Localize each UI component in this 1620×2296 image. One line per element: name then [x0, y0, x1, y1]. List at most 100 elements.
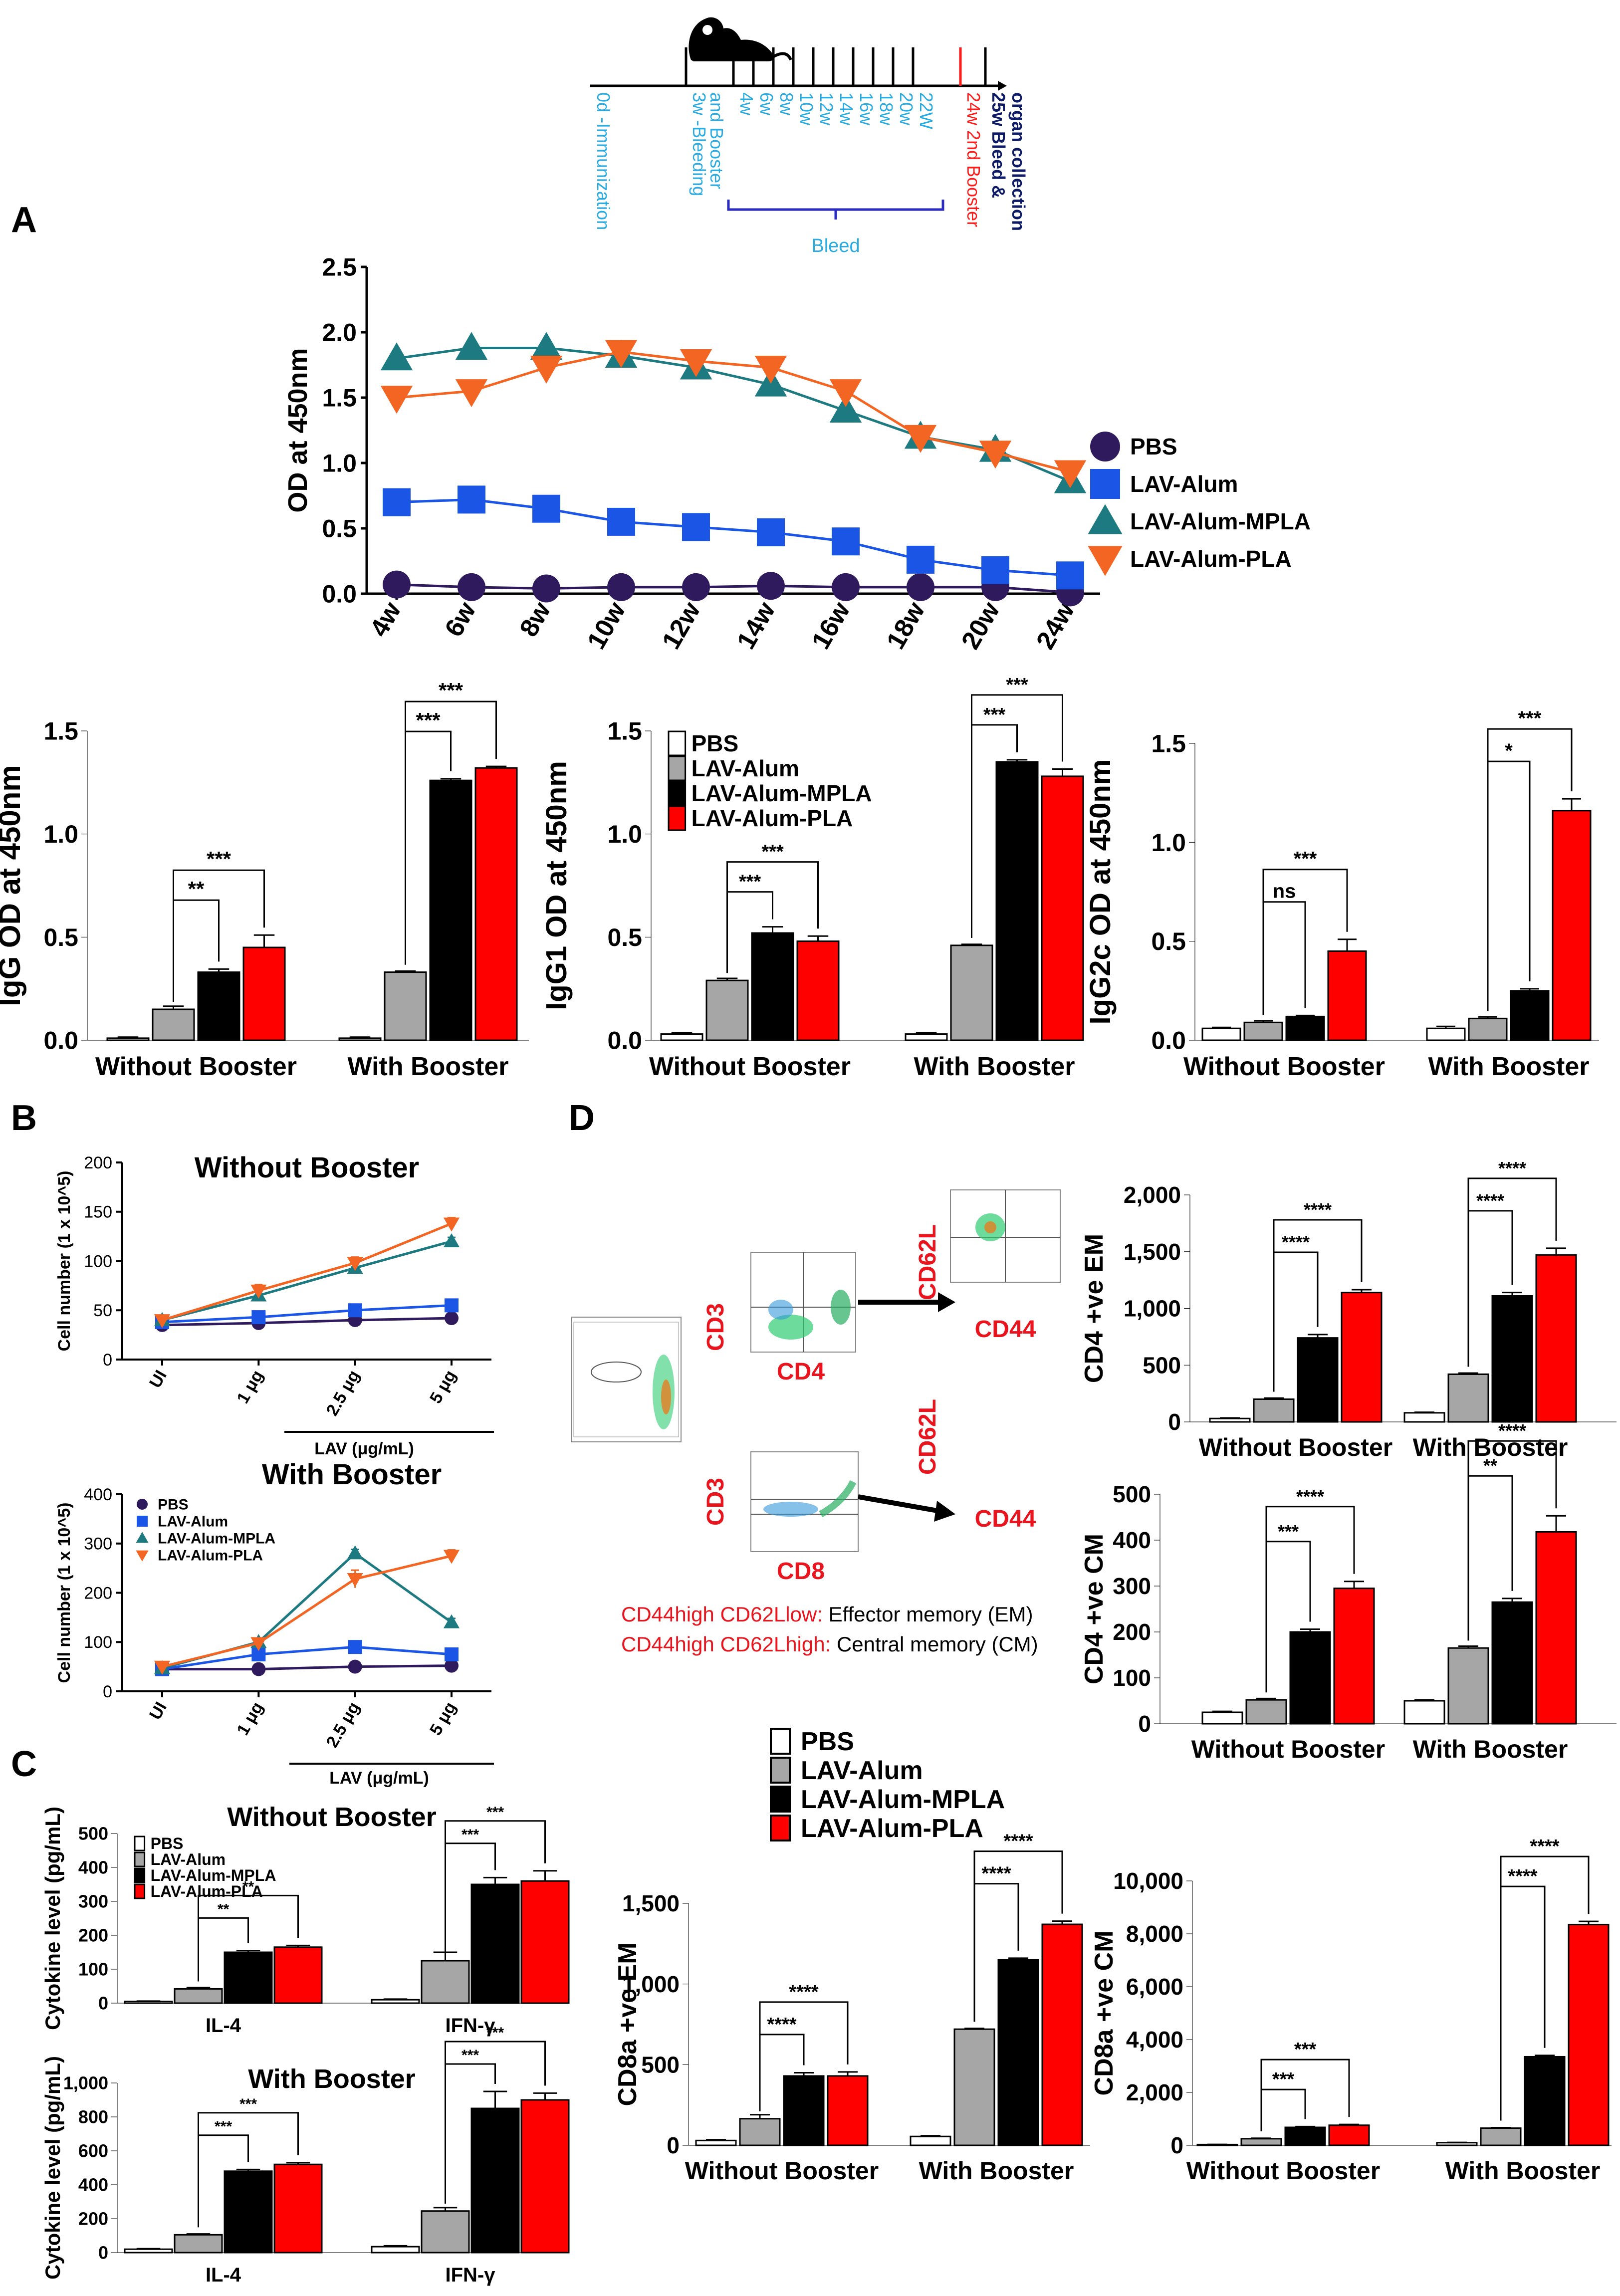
series-PBS: [660, 1032, 948, 1041]
significance-bracket: [173, 869, 265, 1002]
y-tick-label: 1,000: [63, 2073, 108, 2093]
y-tick-label: 0.0: [43, 1027, 78, 1055]
bar-chart-D_cd8cm: 0 2,000 4,000 6,000 8,000 10,000 CD8a +ve CM Wi…: [1090, 1836, 1612, 2185]
data-point: [1056, 561, 1084, 590]
bar: [1253, 1398, 1295, 1423]
bar: [384, 971, 427, 1041]
significance-label: ****: [1498, 1158, 1526, 1178]
data-point: [455, 332, 488, 360]
data-point: [532, 494, 560, 523]
bar: [470, 1883, 520, 2004]
legend-swatch: [770, 1786, 791, 1813]
y-tick-label: 0: [103, 1682, 112, 1701]
series-LAV-Alum: [705, 943, 993, 1041]
data-point: [443, 1217, 460, 1232]
x-tick-label: With Booster: [347, 1052, 508, 1081]
y-tick-label: 0.0: [322, 580, 357, 608]
significance-annotations: ***********: [173, 679, 497, 1002]
chart-title: With Booster: [248, 2064, 416, 2094]
y-tick-label: 400: [84, 1485, 112, 1504]
label-cd8: CD8: [777, 1558, 825, 1585]
y-tick-label: 100: [84, 1633, 112, 1652]
data-point: [530, 355, 563, 384]
significance-label: ****: [1498, 1420, 1526, 1441]
significance-bracket: [759, 2001, 849, 2111]
bar: [905, 1033, 948, 1041]
bar: [695, 2139, 737, 2146]
series-LAV-Alum: [383, 485, 1084, 590]
significance-label: ***: [416, 708, 441, 732]
bar: [152, 1008, 195, 1041]
timeline-label: 16w: [856, 92, 877, 126]
timeline-label: 12w: [816, 92, 837, 126]
y-tick-label: 200: [78, 1925, 108, 1946]
legend-swatch: [134, 1836, 146, 1851]
significance-annotations: **** **** **** ****: [1273, 1158, 1557, 1392]
legend-label: PBS: [151, 1835, 184, 1852]
y-tick-label: 1.5: [322, 384, 357, 412]
y-tick-label: 1,500: [1124, 1239, 1181, 1265]
legend-marker: [1090, 469, 1120, 499]
legend-label: LAV-Alum-PLA: [801, 1814, 983, 1843]
bar: [953, 2028, 995, 2146]
bar: [371, 1999, 420, 2004]
series-LAV-Alum-MPLA: [1289, 1598, 1533, 1725]
data-point: [754, 355, 787, 384]
timeline-label: organ collection: [1008, 92, 1029, 231]
data-point: [251, 1310, 266, 1325]
bar-chart-D_cd8em: 0 500 1,000 1,500 CD8a +ve EM Without Booster…: [613, 1831, 1090, 2185]
significance-bracket: [1500, 1855, 1590, 2121]
legend-label: LAV-Alum-PLA: [692, 805, 853, 831]
bar: [1535, 1531, 1577, 1725]
y-tick-label: 0.0: [1151, 1027, 1186, 1055]
series-line: [396, 350, 1071, 473]
significance-label: ***: [1294, 848, 1317, 870]
significance-label: ****: [981, 1863, 1011, 1884]
significance-bracket: [445, 1820, 546, 1953]
legend-label: LAV-Alum: [692, 755, 799, 781]
y-axis-label: Cell number (1 x 10^5): [55, 1171, 74, 1352]
series-LAV-Alum-MPLA: [751, 759, 1039, 1041]
x-axis-label: LAV (μg/mL): [329, 1769, 429, 1788]
y-tick-label: 300: [1113, 1573, 1151, 1599]
series-LAV-Alum-PLA: [273, 1870, 570, 2004]
data-point: [443, 1233, 460, 1247]
significance-label: ****: [1282, 1232, 1310, 1252]
series-PBS: [695, 2135, 951, 2146]
label-cd44-a: CD44: [975, 1316, 1036, 1343]
bar: [371, 2246, 420, 2254]
legend-marker: [1088, 504, 1123, 534]
significance-label: ****: [767, 2014, 796, 2035]
bar: [1041, 1923, 1083, 2146]
series-line: [396, 346, 1071, 482]
significance-bracket: [971, 694, 1063, 938]
bar: [1491, 1601, 1533, 1725]
series-LAV-Alum-PLA: [154, 1549, 460, 1675]
legend-swatch: [770, 1757, 791, 1784]
data-point: [445, 1298, 459, 1313]
data-point: [445, 1647, 459, 1661]
y-tick-label: 0.5: [43, 923, 78, 951]
panel-label-a: A: [11, 200, 37, 240]
bar: [1403, 1700, 1445, 1725]
series-PBS: [1201, 1699, 1445, 1725]
y-tick-label: 2.5: [322, 253, 357, 281]
legend-swatch: [668, 730, 687, 756]
data-point: [530, 332, 563, 360]
significance-label: **: [188, 877, 205, 901]
y-tick-label: 2,000: [1126, 2079, 1183, 2105]
em-definition-black: Effector memory (EM): [829, 1603, 1033, 1626]
y-axis-label: IgG OD at 450nm: [0, 765, 26, 1006]
em-definition-red: CD44high CD62Llow:: [621, 1603, 823, 1626]
significance-annotations: **** **** **** ****: [759, 1831, 1063, 2111]
y-tick-label: 50: [93, 1301, 112, 1320]
cm-definition-black: Central memory (CM): [837, 1632, 1038, 1656]
data-point: [607, 507, 635, 536]
timeline-label: 4w: [736, 92, 757, 116]
legend-marker: [137, 1516, 148, 1527]
timeline-label: and Booster: [706, 92, 727, 189]
y-tick-label: 200: [84, 1153, 112, 1172]
data-point: [682, 573, 710, 601]
data-point: [445, 1311, 459, 1326]
series-LAV-Alum-MPLA: [197, 778, 472, 1041]
